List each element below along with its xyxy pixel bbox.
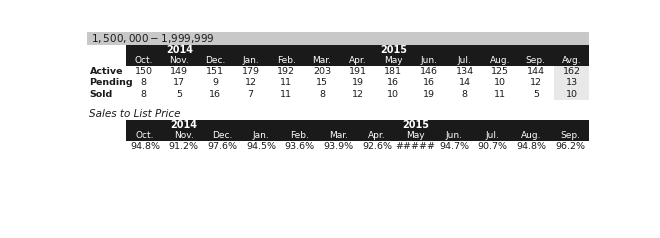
Text: 8: 8 <box>141 90 147 99</box>
Text: Dec.: Dec. <box>213 131 232 140</box>
Text: 10: 10 <box>387 90 399 99</box>
Text: 90.7%: 90.7% <box>478 142 508 151</box>
Text: $1,500,000 - $1,999,999: $1,500,000 - $1,999,999 <box>91 32 214 45</box>
Text: 146: 146 <box>420 67 438 76</box>
Text: Sep.: Sep. <box>560 131 580 140</box>
Text: 162: 162 <box>562 67 581 76</box>
Text: Mar.: Mar. <box>329 131 348 140</box>
Text: 2014: 2014 <box>170 120 197 130</box>
Text: Jul.: Jul. <box>486 131 500 140</box>
Text: May: May <box>384 56 403 65</box>
Text: 11: 11 <box>280 90 292 99</box>
Text: 92.6%: 92.6% <box>362 142 392 151</box>
Text: 192: 192 <box>277 67 295 76</box>
Text: #####: ##### <box>395 142 436 151</box>
Text: Sep.: Sep. <box>526 56 546 65</box>
Text: Aug.: Aug. <box>490 56 510 65</box>
Text: Jan.: Jan. <box>242 56 259 65</box>
Text: Jun.: Jun. <box>420 56 438 65</box>
Text: 2015: 2015 <box>379 45 407 55</box>
Text: 151: 151 <box>206 67 224 76</box>
Bar <box>554 65 589 77</box>
Text: 93.9%: 93.9% <box>323 142 353 151</box>
Text: Sold: Sold <box>90 90 113 99</box>
Text: 16: 16 <box>387 78 399 87</box>
Bar <box>126 130 589 141</box>
Bar <box>554 89 589 100</box>
Text: Feb.: Feb. <box>290 131 309 140</box>
Text: 7: 7 <box>248 90 253 99</box>
Text: Aug.: Aug. <box>521 131 542 140</box>
Text: 16: 16 <box>423 78 435 87</box>
Text: 125: 125 <box>491 67 510 76</box>
Text: Nov.: Nov. <box>170 56 189 65</box>
Text: 96.2%: 96.2% <box>555 142 585 151</box>
Bar <box>126 120 589 130</box>
Text: 181: 181 <box>384 67 403 76</box>
Text: 179: 179 <box>242 67 259 76</box>
Text: Jul.: Jul. <box>457 56 471 65</box>
Bar <box>87 65 589 77</box>
Text: 8: 8 <box>319 90 325 99</box>
Text: 191: 191 <box>348 67 366 76</box>
Text: 2015: 2015 <box>402 120 429 130</box>
Text: Pending: Pending <box>90 78 133 87</box>
Text: Avg.: Avg. <box>562 56 581 65</box>
Text: Active: Active <box>90 67 123 76</box>
Text: 8: 8 <box>141 78 147 87</box>
Bar <box>87 77 589 89</box>
Text: 11: 11 <box>280 78 292 87</box>
Text: 94.8%: 94.8% <box>516 142 546 151</box>
Text: Apr.: Apr. <box>368 131 385 140</box>
Text: 203: 203 <box>313 67 331 76</box>
Text: Mar.: Mar. <box>312 56 331 65</box>
Text: 14: 14 <box>459 78 471 87</box>
Text: 5: 5 <box>176 90 182 99</box>
Bar <box>87 32 589 45</box>
Bar <box>126 45 589 55</box>
Text: 19: 19 <box>423 90 435 99</box>
Text: 144: 144 <box>527 67 545 76</box>
Text: Jun.: Jun. <box>446 131 463 140</box>
Text: 8: 8 <box>461 90 467 99</box>
Text: 94.5%: 94.5% <box>246 142 276 151</box>
Text: Jan.: Jan. <box>253 131 269 140</box>
Text: Dec.: Dec. <box>205 56 225 65</box>
Text: 94.8%: 94.8% <box>130 142 160 151</box>
Text: 10: 10 <box>566 90 578 99</box>
Text: 9: 9 <box>212 78 218 87</box>
Text: Oct.: Oct. <box>135 56 153 65</box>
Text: 5: 5 <box>533 90 539 99</box>
Text: Sales to List Price: Sales to List Price <box>90 109 181 119</box>
Bar <box>87 89 589 100</box>
Text: 13: 13 <box>566 78 578 87</box>
Text: 150: 150 <box>135 67 152 76</box>
Text: 19: 19 <box>352 78 364 87</box>
Text: May: May <box>407 131 425 140</box>
Text: 12: 12 <box>352 90 364 99</box>
Text: Feb.: Feb. <box>277 56 296 65</box>
Text: 91.2%: 91.2% <box>169 142 199 151</box>
Text: 134: 134 <box>455 67 474 76</box>
Bar <box>126 141 589 153</box>
Text: 16: 16 <box>209 90 221 99</box>
Text: 12: 12 <box>245 78 257 87</box>
Text: 10: 10 <box>494 78 506 87</box>
Text: 97.6%: 97.6% <box>207 142 238 151</box>
Text: 93.6%: 93.6% <box>284 142 315 151</box>
Text: 94.7%: 94.7% <box>439 142 469 151</box>
Text: 149: 149 <box>170 67 188 76</box>
Text: Oct.: Oct. <box>136 131 154 140</box>
Text: 17: 17 <box>174 78 185 87</box>
Text: Nov.: Nov. <box>174 131 193 140</box>
Text: 12: 12 <box>530 78 542 87</box>
Text: 15: 15 <box>316 78 328 87</box>
Text: 11: 11 <box>494 90 506 99</box>
Bar <box>126 55 589 65</box>
Text: Apr.: Apr. <box>349 56 366 65</box>
Bar <box>554 77 589 89</box>
Text: 2014: 2014 <box>166 45 193 55</box>
